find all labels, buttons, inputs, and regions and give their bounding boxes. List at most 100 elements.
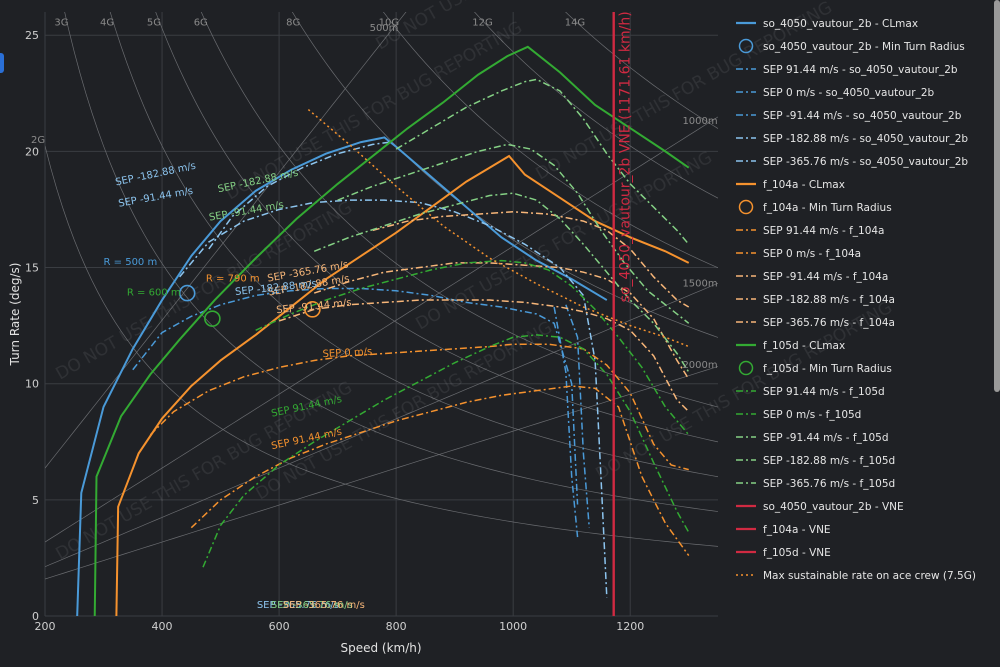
radius-line-label: 500m (370, 23, 399, 34)
series-line (395, 78, 690, 245)
series-line (208, 141, 391, 250)
g-line-label: 6G (194, 17, 208, 28)
g-line-label: 5G (147, 17, 161, 28)
radius-line-1500 (45, 282, 718, 568)
grid (44, 12, 718, 617)
radius-line-label: 2000m (682, 360, 717, 371)
legend-entry: so_4050_vautour_2b - VNE (763, 501, 904, 513)
series-line (149, 343, 689, 471)
legend-entry: f_105d - VNE (763, 547, 831, 559)
sep-label: SEP 0 m/s (322, 347, 372, 361)
sep-bottom-label: SEP -365.76 m/s (271, 600, 353, 611)
g-line-10 (382, 12, 718, 269)
legend-entry: so_4050_vautour_2b - CLmax (763, 18, 918, 30)
g-line-label: 14G (565, 17, 585, 28)
side-tab[interactable] (0, 53, 4, 73)
min-turn-radius-marker (304, 301, 321, 318)
x-tick-label: 200 (35, 620, 56, 633)
x-tick-label: 800 (386, 620, 407, 633)
legend-swatch (738, 199, 754, 215)
legend-entry: SEP -365.76 m/s - f_104a (763, 317, 895, 329)
g-line-14 (565, 12, 718, 129)
legend-entry: SEP 91.44 m/s - f_105d (763, 386, 885, 398)
min-turn-radius-marker (204, 310, 221, 327)
legend: so_4050_vautour_2b - CLmax so_4050_vautou… (736, 18, 976, 582)
series-line (565, 304, 590, 528)
sep-bottom-label: SEP -365.76 m/s (257, 600, 339, 611)
g-line-8 (291, 12, 718, 338)
series-line (76, 136, 608, 616)
legend-entry: so_4050_vautour_2b - Min Turn Radius (763, 41, 965, 53)
guide-lines (45, 12, 718, 580)
x-tick-label: 1000 (499, 620, 527, 633)
series-line (337, 143, 690, 324)
legend-entry: SEP 0 m/s - f_105d (763, 409, 861, 421)
x-tick-label: 600 (269, 620, 290, 633)
series-line (307, 108, 690, 348)
legend-entry: f_105d - Min Turn Radius (763, 363, 892, 375)
legend-swatch (738, 360, 754, 376)
g-line-label: 8G (286, 17, 300, 28)
legend-swatch (738, 38, 754, 54)
y-tick-label: 20 (25, 145, 39, 158)
vne-label: so_4050_vautour_2b VNE (1171.61 km/h) (618, 11, 634, 302)
sep-label: SEP -91.44 m/s (276, 297, 352, 316)
legend-entry: f_104a - CLmax (763, 179, 845, 191)
g-line-label: 12G (472, 17, 492, 28)
series-layer (76, 12, 690, 616)
series-line (115, 154, 690, 616)
radius-annotation: R = 500 m (104, 257, 158, 268)
y-tick-label: 0 (32, 610, 39, 623)
legend-entry: SEP -182.88 m/s - f_105d (763, 455, 895, 467)
g-line-12 (474, 12, 718, 199)
series-line (202, 334, 690, 568)
y-tick-label: 25 (25, 29, 39, 42)
axes: Speed (km/h) Turn Rate (deg/s) 200 400 600… (8, 29, 644, 655)
legend-entry: SEP -91.44 m/s - so_4050_vautour_2b (763, 110, 962, 122)
radius-annotation: R = 790 m (206, 273, 260, 284)
legend-entry: f_104a - Min Turn Radius (763, 202, 892, 214)
g-line-label: 2G (31, 135, 45, 146)
y-tick-label: 5 (32, 494, 39, 507)
g-line-label: 10G (379, 17, 399, 28)
scrollbar[interactable] (994, 0, 1000, 392)
sep-label: SEP -91.44 m/s (118, 186, 194, 210)
series-line (313, 262, 690, 380)
legend-entry: SEP 91.44 m/s - f_104a (763, 225, 885, 237)
legend-entry: f_105d - CLmax (763, 340, 845, 352)
watermark-text: DO NOT USE THIS FOR BUG REPORTING (413, 148, 716, 335)
radius-line-2000 (45, 366, 718, 580)
series-line (255, 259, 690, 436)
x-tick-label: 1200 (616, 620, 644, 633)
min-turn-radius-marker (178, 284, 196, 302)
y-tick-label: 15 (25, 262, 39, 275)
y-axis-title: Turn Rate (deg/s) (8, 263, 22, 367)
legend-entry: SEP -91.44 m/s - f_104a (763, 271, 888, 283)
legend-entry: f_104a - VNE (763, 524, 831, 536)
series-line (313, 192, 690, 373)
radius-line-1000 (45, 116, 718, 543)
legend-entry: SEP -365.76 m/s - f_105d (763, 478, 895, 490)
series-line (372, 211, 690, 308)
legend-entry: Max sustainable rate on ace crew (7.5G) (763, 570, 976, 582)
radius-line-500 (45, 12, 407, 469)
radius-line-label: 1000m (682, 116, 717, 127)
y-tick-label: 10 (25, 378, 39, 391)
sep-label: SEP -182.88 m/s (114, 161, 196, 189)
legend-entry: SEP 91.44 m/s - so_4050_vautour_2b (763, 64, 958, 76)
legend-entry: SEP -182.88 m/s - f_104a (763, 294, 895, 306)
g-line-label: 4G (100, 17, 114, 28)
legend-entry: SEP 0 m/s - so_4050_vautour_2b (763, 87, 935, 99)
g-line-5 (155, 12, 718, 443)
series-line (553, 306, 579, 538)
legend-entry: SEP -182.88 m/s - so_4050_vautour_2b (763, 133, 968, 145)
g-line-6 (200, 12, 718, 408)
sep-bottom-label: SEP -365.76 m/s (283, 600, 365, 611)
radius-annotation: R = 600 m (127, 287, 181, 298)
g-line-2 (45, 145, 718, 547)
g-line-label: 3G (54, 17, 68, 28)
legend-entry: SEP -91.44 m/s - f_105d (763, 432, 889, 444)
legend-entry: SEP -365.76 m/s - so_4050_vautour_2b (763, 156, 968, 168)
series-line (179, 199, 608, 598)
